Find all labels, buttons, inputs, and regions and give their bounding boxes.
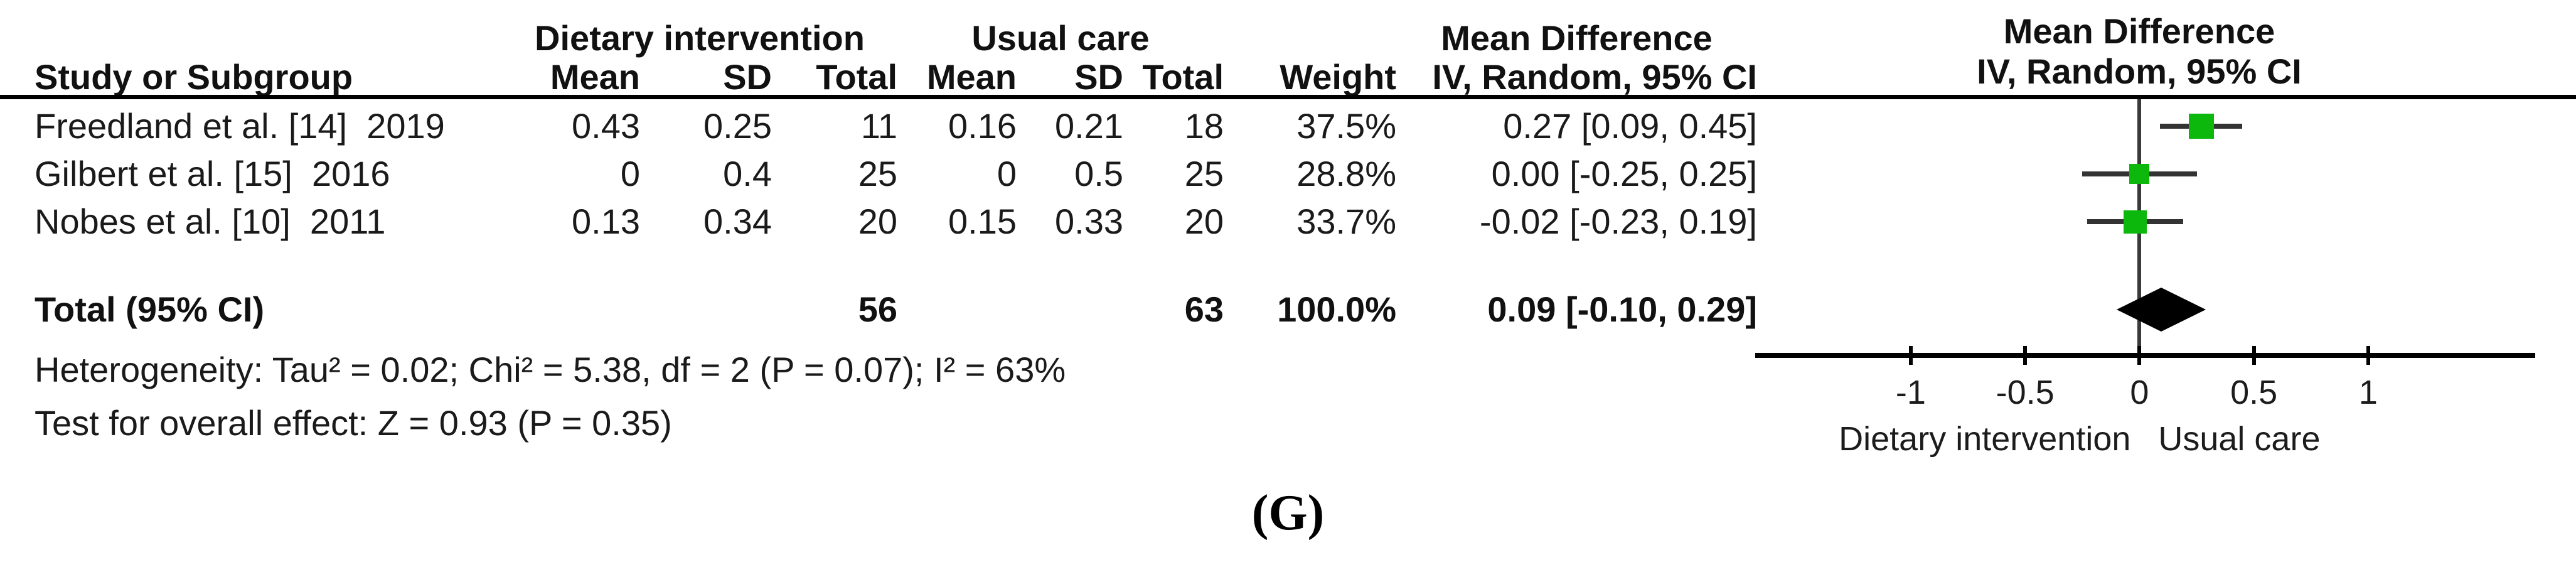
forest-plot-panel: -1 -0.5 0 0.5 1 Dietary intervention Usual car… [1755,99,2535,458]
group-header-usual-care: Usual care [971,18,1150,58]
x-axis-tick [1908,346,1913,365]
sd-intervention: 0.25 [703,106,772,146]
sd-usual-care: 0.5 [1074,154,1123,194]
x-axis-tick [2252,346,2256,365]
total-usual-care: 25 [1184,154,1224,194]
overall-diamond [2116,288,2206,332]
col-header-weight: Weight [1280,57,1396,97]
col-header-mean-1: Mean [550,57,640,97]
total-intervention: 11 [860,106,897,146]
weight-value: 28.8% [1296,154,1396,194]
mean-usual-care: 0.15 [948,202,1017,242]
study-square [2123,210,2147,234]
sd-usual-care: 0.21 [1055,106,1123,146]
weight-value: 37.5% [1296,106,1396,146]
table-row: Gilbert et al. [15] 2016 0 0.4 25 0 0.5 … [0,150,1757,198]
col-header-sd-2: SD [1074,57,1123,97]
plot-title-line1: Mean Difference [2003,11,2275,51]
mean-usual-care: 0 [997,154,1017,194]
heterogeneity-text: Heterogeneity: Tau² = 0.02; Chi² = 5.38,… [35,350,1066,389]
table-row: Freedland et al. [14] 2019 0.43 0.25 11 … [0,102,1757,150]
weight-value: 33.7% [1296,202,1396,242]
col-header-mean-2: Mean [926,57,1017,97]
sd-intervention: 0.34 [703,202,772,242]
mean-usual-care: 0.16 [948,106,1017,146]
x-axis-tick-label: -1 [1895,374,1926,411]
x-axis-tick [2366,346,2370,365]
table-row: Nobes et al. [10] 2011 0.13 0.34 20 0.15… [0,198,1757,246]
total-intervention: 25 [858,154,897,194]
mean-intervention: 0 [620,154,640,194]
x-axis-tick [2023,346,2028,365]
total-n-usual-care: 63 [1184,289,1224,330]
axis-direction-label-left: Dietary intervention [1839,420,2131,458]
group-header-row: Dietary intervention Usual care Mean Dif… [0,0,1757,58]
col-header-study: Study or Subgroup [35,57,353,97]
column-header-row: Study or Subgroup Mean SD Total Mean SD … [0,58,1757,96]
col-header-total-1: Total [816,57,897,97]
study-square [2188,114,2214,139]
x-axis-tick-label: 0.5 [2230,374,2278,411]
ci-text: -0.02 [-0.23, 0.19] [1479,202,1757,242]
mean-intervention: 0.13 [572,202,640,242]
x-axis-tick-label: 1 [2358,374,2378,411]
panel-label: (G) [1251,485,1325,541]
total-n-intervention: 56 [858,289,897,330]
total-usual-care: 20 [1184,202,1224,242]
study-square [2129,164,2150,184]
study-name: Nobes et al. [10] 2011 [35,202,386,242]
effect-column-header: Mean Difference [1441,18,1713,58]
total-weight: 100.0% [1277,289,1396,330]
ci-text: 0.27 [0.09, 0.45] [1503,106,1757,146]
header-divider-line [0,95,2576,99]
overall-effect-text: Test for overall effect: Z = 0.93 (P = 0… [35,403,672,443]
x-axis-tick [2137,346,2142,365]
total-intervention: 20 [858,202,897,242]
plot-title: Mean Difference IV, Random, 95% CI [1977,11,2302,92]
col-header-sd-1: SD [723,57,772,97]
study-name: Freedland et al. [14] 2019 [35,106,445,146]
sd-usual-care: 0.33 [1055,202,1123,242]
plot-title-line2: IV, Random, 95% CI [1977,51,2302,91]
total-ci-text: 0.09 [-0.10, 0.29] [1487,289,1757,330]
group-header-intervention: Dietary intervention [535,18,865,58]
col-header-ci: IV, Random, 95% CI [1432,57,1757,97]
x-axis-tick-label: 0 [2130,374,2149,411]
mean-intervention: 0.43 [572,106,640,146]
total-usual-care: 18 [1184,106,1224,146]
sd-intervention: 0.4 [723,154,772,194]
total-row: Total (95% CI) 56 63 100.0% 0.09 [-0.10,… [0,286,1757,333]
col-header-total-2: Total [1142,57,1224,97]
total-label: Total (95% CI) [35,289,265,330]
x-axis-line [1755,353,2535,358]
ci-text: 0.00 [-0.25, 0.25] [1491,154,1757,194]
x-axis-tick-label: -0.5 [1996,374,2055,411]
axis-direction-label-right: Usual care [2158,420,2321,458]
study-name: Gilbert et al. [15] 2016 [35,154,390,194]
